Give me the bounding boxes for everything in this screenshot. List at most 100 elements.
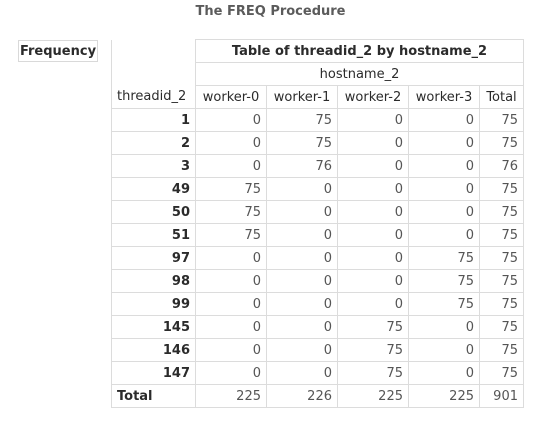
frequency-cell: 0 bbox=[337, 108, 409, 132]
table-row: 50 75 0 0 0 75 bbox=[111, 200, 524, 224]
column-header: worker-2 bbox=[337, 85, 409, 109]
frequency-cell: 75 bbox=[479, 108, 524, 132]
frequency-cell: 0 bbox=[337, 154, 409, 178]
frequency-cell: 75 bbox=[479, 177, 524, 201]
column-variable-row: hostname_2 bbox=[111, 62, 524, 86]
table-row: 3 0 76 0 0 76 bbox=[111, 154, 524, 178]
frequency-cell: 75 bbox=[479, 246, 524, 270]
frequency-cell: 0 bbox=[266, 246, 338, 270]
frequency-cell: 0 bbox=[408, 315, 480, 339]
row-header: 2 bbox=[111, 131, 196, 155]
frequency-cell: 0 bbox=[337, 246, 409, 270]
table-row: 1 0 75 0 0 75 bbox=[111, 108, 524, 132]
frequency-cell: 0 bbox=[195, 338, 267, 362]
row-header: 145 bbox=[111, 315, 196, 339]
frequency-cell: 75 bbox=[479, 200, 524, 224]
frequency-cell: 0 bbox=[408, 108, 480, 132]
column-header-row: threadid_2 worker-0 worker-1 worker-2 wo… bbox=[111, 85, 524, 109]
row-header: 97 bbox=[111, 246, 196, 270]
frequency-cell: 0 bbox=[408, 177, 480, 201]
frequency-cell: 0 bbox=[195, 246, 267, 270]
frequency-cell: 76 bbox=[479, 154, 524, 178]
frequency-cell: 0 bbox=[408, 154, 480, 178]
frequency-cell: 0 bbox=[266, 223, 338, 247]
row-header: 50 bbox=[111, 200, 196, 224]
frequency-cell: 75 bbox=[337, 338, 409, 362]
frequency-cell: 75 bbox=[337, 361, 409, 385]
table-row: 147 0 0 75 0 75 bbox=[111, 361, 524, 385]
table-row: 51 75 0 0 0 75 bbox=[111, 223, 524, 247]
frequency-cell: 75 bbox=[337, 315, 409, 339]
total-cell: 226 bbox=[266, 384, 338, 408]
frequency-cell: 0 bbox=[195, 361, 267, 385]
frequency-cell: 0 bbox=[408, 223, 480, 247]
table-row: 145 0 0 75 0 75 bbox=[111, 315, 524, 339]
frequency-cell: 0 bbox=[195, 269, 267, 293]
table-row: 2 0 75 0 0 75 bbox=[111, 131, 524, 155]
corner-cell bbox=[111, 62, 196, 86]
frequency-cell: 75 bbox=[195, 177, 267, 201]
row-header: 99 bbox=[111, 292, 196, 316]
total-cell: 225 bbox=[408, 384, 480, 408]
frequency-cell: 0 bbox=[266, 315, 338, 339]
frequency-cell: 0 bbox=[408, 131, 480, 155]
frequency-cell: 0 bbox=[266, 177, 338, 201]
frequency-cell: 0 bbox=[266, 338, 338, 362]
frequency-cell: 0 bbox=[195, 131, 267, 155]
frequency-cell: 75 bbox=[479, 223, 524, 247]
row-header: 146 bbox=[111, 338, 196, 362]
frequency-cell: 0 bbox=[266, 200, 338, 224]
table-row: 98 0 0 0 75 75 bbox=[111, 269, 524, 293]
table-title-row: Table of threadid_2 by hostname_2 bbox=[111, 39, 524, 63]
frequency-cell: 0 bbox=[195, 108, 267, 132]
column-variable-label: hostname_2 bbox=[195, 62, 524, 86]
frequency-cell: 0 bbox=[195, 154, 267, 178]
table-title: Table of threadid_2 by hostname_2 bbox=[195, 39, 524, 63]
frequency-cell: 76 bbox=[266, 154, 338, 178]
frequency-cell: 0 bbox=[408, 338, 480, 362]
row-header: 3 bbox=[111, 154, 196, 178]
frequency-cell: 75 bbox=[479, 361, 524, 385]
row-header: 49 bbox=[111, 177, 196, 201]
total-cell: 225 bbox=[195, 384, 267, 408]
frequency-cell: 0 bbox=[408, 361, 480, 385]
frequency-cell: 75 bbox=[479, 292, 524, 316]
total-cell: 225 bbox=[337, 384, 409, 408]
row-header: 147 bbox=[111, 361, 196, 385]
total-row-label: Total bbox=[111, 384, 196, 408]
table-body: 1 0 75 0 0 75 2 0 75 0 0 75 3 0 76 0 0 76 49 75 0 0 0 75 50 75 0 0 0… bbox=[111, 108, 524, 408]
frequency-cell: 75 bbox=[408, 246, 480, 270]
total-cell: 901 bbox=[479, 384, 524, 408]
frequency-cell: 75 bbox=[408, 269, 480, 293]
column-header: worker-3 bbox=[408, 85, 480, 109]
crosstab-table: Table of threadid_2 by hostname_2 hostna… bbox=[111, 39, 524, 408]
table-row: 99 0 0 0 75 75 bbox=[111, 292, 524, 316]
table-row: 49 75 0 0 0 75 bbox=[111, 177, 524, 201]
frequency-cell: 0 bbox=[408, 200, 480, 224]
frequency-cell: 75 bbox=[195, 200, 267, 224]
frequency-cell: 75 bbox=[479, 131, 524, 155]
frequency-cell: 0 bbox=[337, 269, 409, 293]
procedure-title: The FREQ Procedure bbox=[195, 4, 346, 19]
frequency-cell: 75 bbox=[479, 338, 524, 362]
frequency-cell: 75 bbox=[195, 223, 267, 247]
frequency-cell: 75 bbox=[479, 269, 524, 293]
frequency-cell: 0 bbox=[195, 315, 267, 339]
frequency-cell: 75 bbox=[266, 108, 338, 132]
row-header: 98 bbox=[111, 269, 196, 293]
frequency-cell: 0 bbox=[337, 131, 409, 155]
frequency-cell: 0 bbox=[266, 269, 338, 293]
frequency-cell: 0 bbox=[337, 223, 409, 247]
frequency-cell: 75 bbox=[408, 292, 480, 316]
frequency-cell: 75 bbox=[266, 131, 338, 155]
total-row: Total 225 226 225 225 901 bbox=[111, 384, 524, 408]
frequency-cell: 0 bbox=[337, 200, 409, 224]
frequency-cell: 0 bbox=[337, 292, 409, 316]
table-row: 97 0 0 0 75 75 bbox=[111, 246, 524, 270]
corner-cell bbox=[111, 39, 196, 63]
column-header: worker-0 bbox=[195, 85, 267, 109]
frequency-cell: 0 bbox=[266, 292, 338, 316]
frequency-cell: 0 bbox=[195, 292, 267, 316]
frequency-legend-label: Frequency bbox=[19, 43, 97, 59]
frequency-legend: Frequency bbox=[18, 40, 98, 62]
